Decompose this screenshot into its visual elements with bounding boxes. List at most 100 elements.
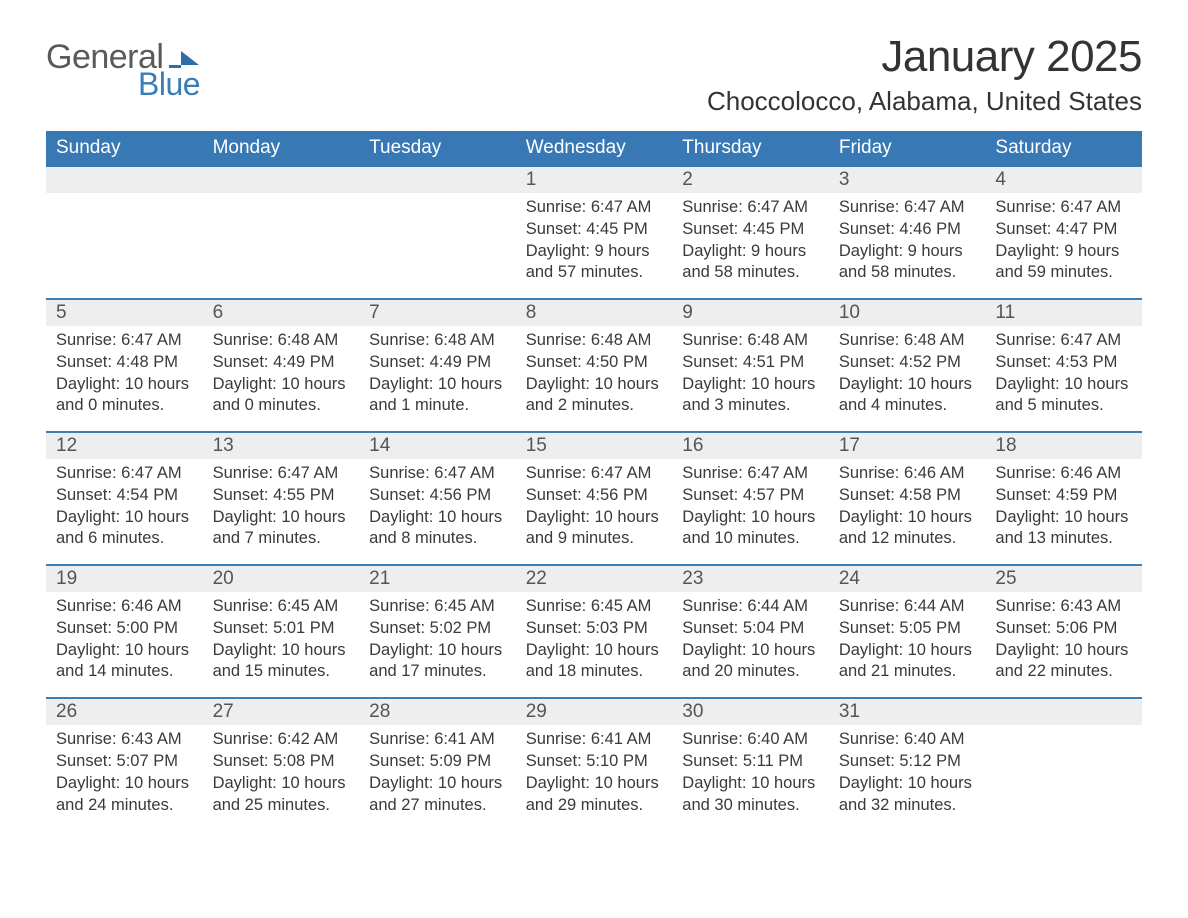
calendar-day-cell: 20Sunrise: 6:45 AMSunset: 5:01 PMDayligh… [203, 566, 360, 697]
day-details: Sunrise: 6:45 AMSunset: 5:01 PMDaylight:… [203, 592, 360, 697]
day-details: Sunrise: 6:48 AMSunset: 4:49 PMDaylight:… [359, 326, 516, 431]
day-number: 18 [985, 433, 1142, 459]
sunset-line: Sunset: 5:10 PM [526, 751, 663, 773]
day-details: Sunrise: 6:40 AMSunset: 5:11 PMDaylight:… [672, 725, 829, 830]
dow-cell: Monday [203, 131, 360, 167]
day-number: 28 [359, 699, 516, 725]
day-details: Sunrise: 6:47 AMSunset: 4:46 PMDaylight:… [829, 193, 986, 298]
day-number: 12 [46, 433, 203, 459]
day-details: Sunrise: 6:47 AMSunset: 4:56 PMDaylight:… [516, 459, 673, 564]
sunrise-line: Sunrise: 6:47 AM [213, 463, 350, 485]
calendar-day-cell: 16 Sunrise: 6:47 AMSunset: 4:57 PMDayligh… [672, 433, 829, 564]
sunset-line: Sunset: 5:01 PM [213, 618, 350, 640]
dow-cell: Tuesday [359, 131, 516, 167]
calendar-day-cell [203, 167, 360, 298]
sunset-line: Sunset: 5:05 PM [839, 618, 976, 640]
daylight-line: Daylight: 10 hours and 8 minutes. [369, 507, 506, 551]
calendar-day-cell: 14Sunrise: 6:47 AMSunset: 4:56 PMDayligh… [359, 433, 516, 564]
day-number: 19 [46, 566, 203, 592]
calendar-day-cell: 8Sunrise: 6:48 AMSunset: 4:50 PMDaylight… [516, 300, 673, 431]
day-details: Sunrise: 6:47 AMSunset: 4:48 PMDaylight:… [46, 326, 203, 431]
calendar-day-cell: 22Sunrise: 6:45 AMSunset: 5:03 PMDayligh… [516, 566, 673, 697]
day-number: 4 [985, 167, 1142, 193]
calendar-page: General Blue January 2025 Choccolocco, A… [0, 0, 1188, 918]
dow-cell: Thursday [672, 131, 829, 167]
calendar-day-cell: 26Sunrise: 6:43 AMSunset: 5:07 PMDayligh… [46, 699, 203, 830]
day-of-week-header: SundayMondayTuesdayWednesdayThursdayFrid… [46, 131, 1142, 167]
day-number: 16 [672, 433, 829, 459]
sunrise-line: Sunrise: 6:45 AM [369, 596, 506, 618]
day-number: 15 [516, 433, 673, 459]
calendar-day-cell: 1Sunrise: 6:47 AMSunset: 4:45 PMDaylight… [516, 167, 673, 298]
weeks-container: 1Sunrise: 6:47 AMSunset: 4:45 PMDaylight… [46, 167, 1142, 830]
sunset-line: Sunset: 4:50 PM [526, 352, 663, 374]
calendar-day-cell: 23Sunrise: 6:44 AMSunset: 5:04 PMDayligh… [672, 566, 829, 697]
sunset-line: Sunset: 4:48 PM [56, 352, 193, 374]
sunrise-line: Sunrise: 6:44 AM [839, 596, 976, 618]
day-details: Sunrise: 6:47 AMSunset: 4:56 PMDaylight:… [359, 459, 516, 564]
calendar-week: 5Sunrise: 6:47 AMSunset: 4:48 PMDaylight… [46, 298, 1142, 431]
day-details: Sunrise: 6:42 AMSunset: 5:08 PMDaylight:… [203, 725, 360, 830]
month-title: January 2025 [707, 32, 1142, 82]
sunset-line: Sunset: 5:11 PM [682, 751, 819, 773]
sunrise-line: Sunrise: 6:47 AM [526, 463, 663, 485]
daylight-line: Daylight: 10 hours and 21 minutes. [839, 640, 976, 684]
day-details: Sunrise: 6:48 AMSunset: 4:51 PMDaylight:… [672, 326, 829, 431]
sunset-line: Sunset: 5:08 PM [213, 751, 350, 773]
calendar-week: 12Sunrise: 6:47 AMSunset: 4:54 PMDayligh… [46, 431, 1142, 564]
daylight-line: Daylight: 10 hours and 14 minutes. [56, 640, 193, 684]
day-number: 5 [46, 300, 203, 326]
sunset-line: Sunset: 4:57 PM [682, 485, 819, 507]
day-details: Sunrise: 6:45 AMSunset: 5:03 PMDaylight:… [516, 592, 673, 697]
daylight-line: Daylight: 10 hours and 3 minutes. [682, 374, 819, 418]
sunset-line: Sunset: 4:49 PM [213, 352, 350, 374]
location-subtitle: Choccolocco, Alabama, United States [707, 86, 1142, 117]
day-details: Sunrise: 6:47 AMSunset: 4:54 PMDaylight:… [46, 459, 203, 564]
day-details: Sunrise: 6:41 AMSunset: 5:10 PMDaylight:… [516, 725, 673, 830]
sunset-line: Sunset: 4:56 PM [369, 485, 506, 507]
sunrise-line: Sunrise: 6:46 AM [839, 463, 976, 485]
day-details [203, 193, 360, 279]
day-details: Sunrise: 6:48 AMSunset: 4:50 PMDaylight:… [516, 326, 673, 431]
daylight-line: Daylight: 10 hours and 12 minutes. [839, 507, 976, 551]
sunset-line: Sunset: 4:51 PM [682, 352, 819, 374]
daylight-line: Daylight: 10 hours and 25 minutes. [213, 773, 350, 817]
day-number [203, 167, 360, 193]
calendar-day-cell: 29Sunrise: 6:41 AMSunset: 5:10 PMDayligh… [516, 699, 673, 830]
daylight-line: Daylight: 10 hours and 32 minutes. [839, 773, 976, 817]
day-number: 1 [516, 167, 673, 193]
sunrise-line: Sunrise: 6:46 AM [56, 596, 193, 618]
sunrise-line: Sunrise: 6:46 AM [995, 463, 1132, 485]
flag-icon [169, 48, 199, 68]
daylight-line: Daylight: 10 hours and 5 minutes. [995, 374, 1132, 418]
day-number: 31 [829, 699, 986, 725]
sunrise-line: Sunrise: 6:43 AM [995, 596, 1132, 618]
sunrise-line: Sunrise: 6:48 AM [213, 330, 350, 352]
sunrise-line: Sunrise: 6:41 AM [526, 729, 663, 751]
daylight-line: Daylight: 10 hours and 0 minutes. [213, 374, 350, 418]
sunset-line: Sunset: 4:59 PM [995, 485, 1132, 507]
daylight-line: Daylight: 10 hours and 10 minutes. [682, 507, 819, 551]
day-details [359, 193, 516, 279]
header-area: General Blue January 2025 Choccolocco, A… [46, 28, 1142, 131]
calendar-day-cell: 24Sunrise: 6:44 AMSunset: 5:05 PMDayligh… [829, 566, 986, 697]
daylight-line: Daylight: 10 hours and 20 minutes. [682, 640, 819, 684]
day-number: 21 [359, 566, 516, 592]
daylight-line: Daylight: 10 hours and 29 minutes. [526, 773, 663, 817]
sunrise-line: Sunrise: 6:48 AM [526, 330, 663, 352]
sunrise-line: Sunrise: 6:47 AM [682, 463, 819, 485]
day-number [985, 699, 1142, 725]
day-details [985, 725, 1142, 811]
day-number: 10 [829, 300, 986, 326]
daylight-line: Daylight: 10 hours and 13 minutes. [995, 507, 1132, 551]
calendar-day-cell: 11Sunrise: 6:47 AMSunset: 4:53 PMDayligh… [985, 300, 1142, 431]
sunset-line: Sunset: 4:54 PM [56, 485, 193, 507]
sunset-line: Sunset: 4:53 PM [995, 352, 1132, 374]
calendar-week: 26Sunrise: 6:43 AMSunset: 5:07 PMDayligh… [46, 697, 1142, 830]
sunrise-line: Sunrise: 6:48 AM [369, 330, 506, 352]
sunset-line: Sunset: 4:58 PM [839, 485, 976, 507]
day-details: Sunrise: 6:47 AMSunset: 4:45 PMDaylight:… [672, 193, 829, 298]
day-details: Sunrise: 6:47 AMSunset: 4:45 PMDaylight:… [516, 193, 673, 298]
sunset-line: Sunset: 5:06 PM [995, 618, 1132, 640]
calendar-day-cell: 30Sunrise: 6:40 AMSunset: 5:11 PMDayligh… [672, 699, 829, 830]
